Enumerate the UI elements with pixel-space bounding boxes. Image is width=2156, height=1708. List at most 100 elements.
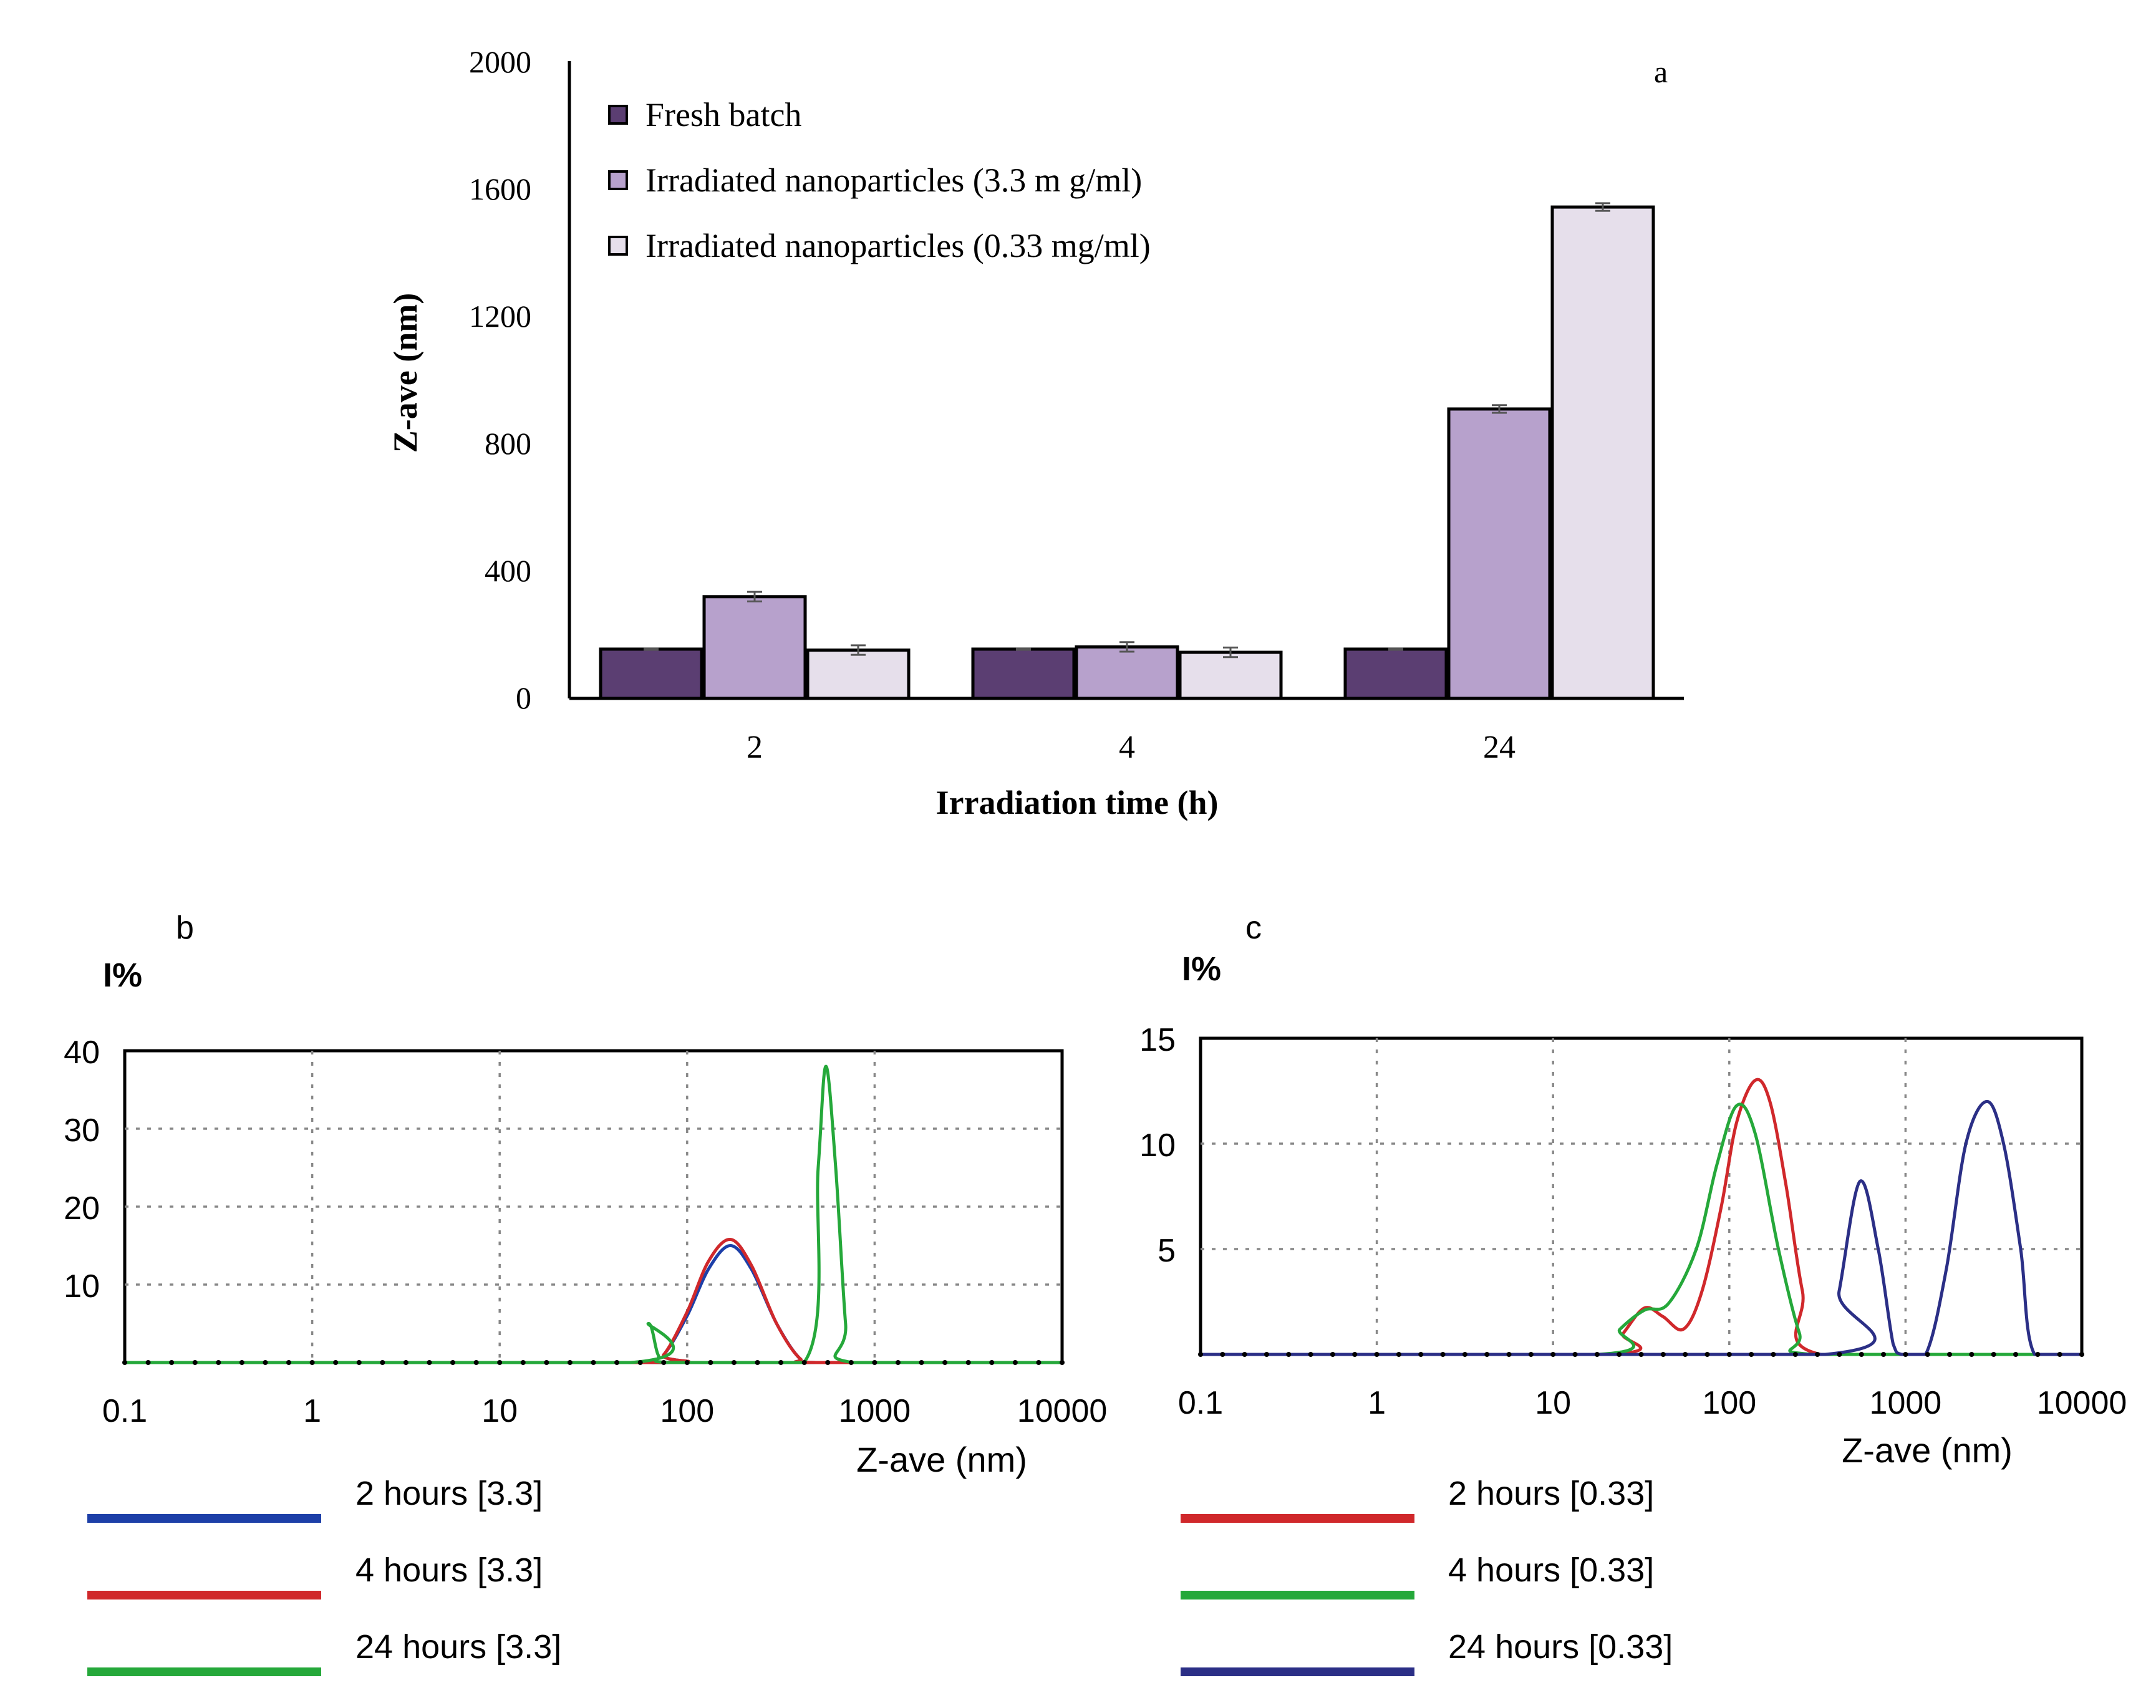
data-marker	[1617, 1352, 1622, 1357]
data-marker	[145, 1360, 151, 1365]
data-marker	[1881, 1352, 1887, 1357]
data-marker	[684, 1360, 690, 1365]
y-axis-ticks-a: 0 400 800 1200 1600 2000	[469, 44, 531, 715]
bar	[806, 648, 911, 700]
data-marker	[1815, 1352, 1820, 1357]
y-tick-label: 40	[64, 1035, 100, 1071]
data-marker	[1903, 1352, 1908, 1357]
legend-label: 24 hours [3.3]	[355, 1628, 561, 1666]
data-marker	[1374, 1352, 1380, 1357]
x-axis-title-a: Irradiation time (h)	[936, 784, 1219, 821]
y-tick-label: 1200	[469, 299, 531, 334]
x-tick-label: 1000	[1870, 1385, 1942, 1421]
bar	[1075, 645, 1179, 700]
series-line	[1200, 1078, 2082, 1356]
x-axis-title-b: Z-ave (nm)	[856, 1440, 1027, 1479]
data-marker	[1528, 1352, 1534, 1357]
data-marker	[2079, 1352, 2084, 1357]
data-marker	[1638, 1352, 1644, 1357]
bar	[1550, 205, 1655, 700]
data-marker	[216, 1360, 221, 1365]
x-tick-label: 10	[1535, 1385, 1571, 1421]
data-marker	[239, 1360, 244, 1365]
data-marker	[1837, 1352, 1842, 1357]
x-tick-label: 4	[1119, 730, 1135, 765]
data-marker	[1947, 1352, 1953, 1357]
y-tick-label: 10	[64, 1268, 100, 1305]
data-marker	[1792, 1352, 1798, 1357]
x-tick-label: 24	[1483, 730, 1515, 765]
legend-swatch	[608, 105, 628, 125]
plot-frame-c	[1199, 1036, 2084, 1356]
data-marker	[637, 1360, 643, 1365]
data-marker	[1286, 1352, 1292, 1357]
x-tick-label: 2	[747, 730, 763, 765]
data-marker	[614, 1360, 620, 1365]
legend-label: Irradiated nanoparticles (3.3 m g/ml)	[645, 162, 1142, 199]
data-marker	[263, 1360, 268, 1365]
bar	[702, 595, 807, 700]
data-marker	[309, 1360, 315, 1365]
bar	[1343, 647, 1448, 700]
data-marker	[1308, 1352, 1313, 1357]
data-marker	[1396, 1352, 1401, 1357]
data-marker	[1242, 1352, 1247, 1357]
data-marker	[919, 1360, 924, 1365]
series-line	[1200, 1102, 2082, 1356]
legend-label: Fresh batch	[645, 96, 801, 133]
y-axis-title-a: Z-ave (nm)	[387, 293, 424, 453]
x-axis-ticks-a: 2 4 24	[747, 730, 1515, 765]
series-line	[124, 1064, 1062, 1364]
x-tick-label: 10	[481, 1393, 518, 1429]
data-marker	[122, 1360, 127, 1365]
y-tick-label: 400	[485, 553, 531, 588]
y-tick-label: 10	[1139, 1127, 1176, 1164]
data-marker	[1683, 1352, 1688, 1357]
data-marker	[1771, 1352, 1776, 1357]
data-marker	[778, 1360, 784, 1365]
x-tick-label: 10000	[2037, 1385, 2127, 1421]
line-chart-b: b I% 10 20 30 40 0.1 1 10 100 1000 10000 Z-ave (…	[64, 910, 1107, 1676]
data-marker	[567, 1360, 573, 1365]
x-axis-title-c: Z-ave (nm)	[1842, 1431, 2013, 1470]
data-marker	[1036, 1360, 1042, 1365]
legend-swatch	[608, 236, 628, 256]
x-axis-ticks-c: 0.1 1 10 100 1000 10000	[1178, 1385, 2127, 1421]
data-marker	[1969, 1352, 1975, 1357]
legend-c: 2 hours [0.33] 4 hours [0.33] 24 hours [0.…	[1181, 1475, 1673, 1676]
x-tick-label: 100	[1702, 1385, 1756, 1421]
y-axis-title-c: I%	[1182, 950, 1221, 988]
series-line	[1200, 1099, 2082, 1356]
data-marker	[1012, 1360, 1018, 1365]
data-marker	[403, 1360, 408, 1365]
panel-label-c: c	[1245, 910, 1262, 946]
x-axis-ticks-b: 0.1 1 10 100 1000 10000	[102, 1393, 1107, 1429]
data-marker	[192, 1360, 198, 1365]
data-marker	[497, 1360, 503, 1365]
data-marker	[473, 1360, 479, 1365]
data-marker	[1704, 1352, 1710, 1357]
data-marker	[989, 1360, 995, 1365]
data-marker	[2035, 1352, 2041, 1357]
data-marker	[1749, 1352, 1754, 1357]
data-marker	[1506, 1352, 1512, 1357]
panel-label-a: a	[1654, 54, 1668, 89]
data-marker	[1484, 1352, 1490, 1357]
data-marker	[1462, 1352, 1467, 1357]
x-tick-label: 1	[1368, 1385, 1386, 1421]
bar	[1178, 650, 1283, 700]
panel-label-b: b	[176, 910, 194, 946]
data-marker	[1572, 1352, 1578, 1357]
data-marker	[450, 1360, 456, 1365]
data-marker	[825, 1360, 831, 1365]
y-tick-label: 20	[64, 1190, 100, 1227]
y-axis-ticks-b: 10 20 30 40	[64, 1035, 100, 1305]
data-marker	[380, 1360, 385, 1365]
data-marker	[333, 1360, 339, 1365]
y-tick-label: 15	[1139, 1022, 1176, 1058]
x-tick-label: 0.1	[1178, 1385, 1223, 1421]
data-marker	[1925, 1352, 1930, 1357]
data-marker	[1660, 1352, 1666, 1357]
data-marker	[1352, 1352, 1358, 1357]
data-marker	[1198, 1352, 1203, 1357]
